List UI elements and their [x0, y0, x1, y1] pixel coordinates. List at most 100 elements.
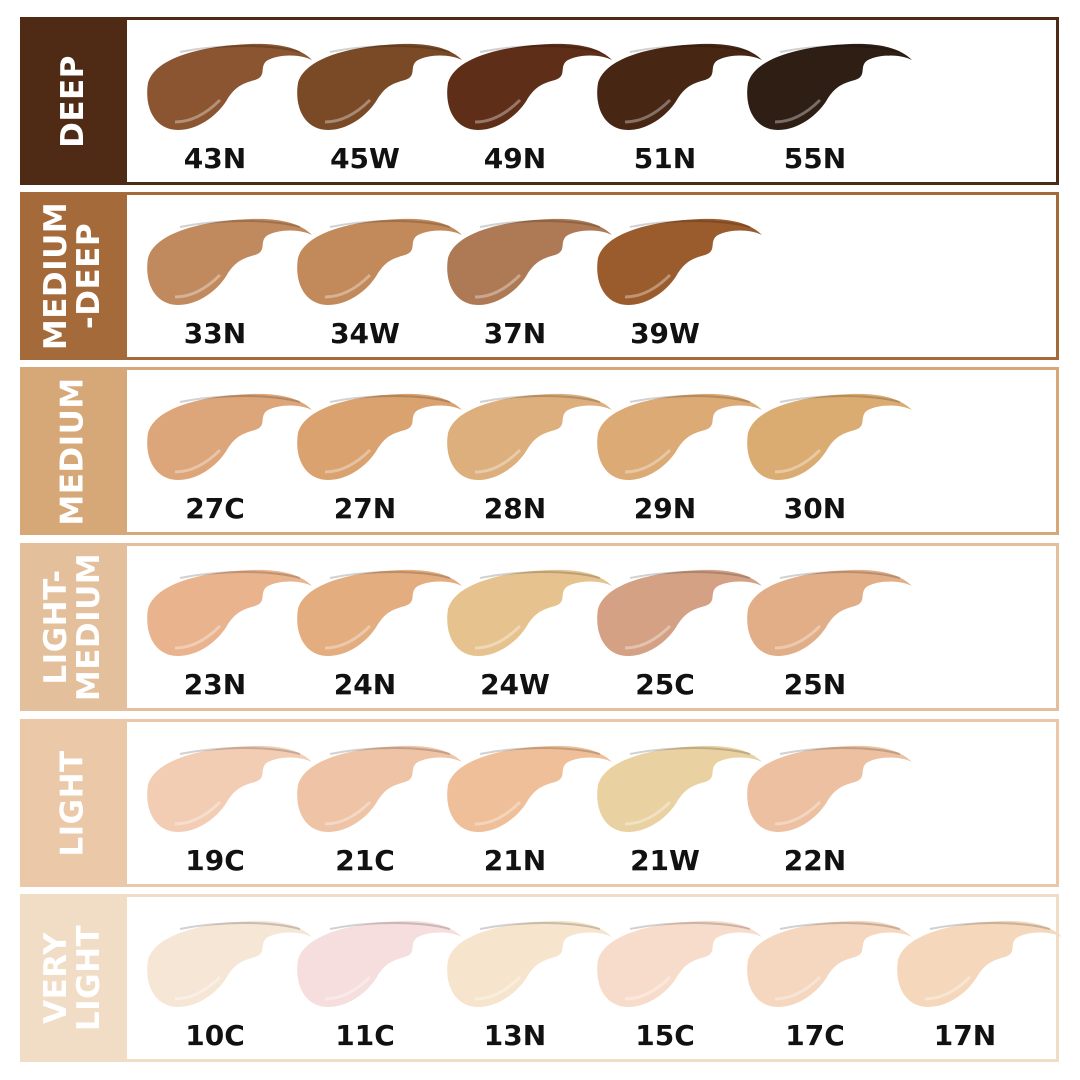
shade-swatch-item: 37N — [440, 213, 615, 363]
shade-swatch-item: 21W — [590, 740, 765, 890]
shade-name: 19C — [185, 844, 245, 877]
shade-name: 10C — [185, 1019, 245, 1052]
swatch-smear — [597, 745, 762, 832]
shade-swatch-item: 27C — [140, 388, 315, 538]
shade-name: 11C — [335, 1019, 395, 1052]
shade-name: 39W — [630, 317, 700, 350]
group-label-text: LIGHT — [54, 749, 91, 857]
shade-swatch-item: 51N — [590, 38, 765, 188]
swatch-smear — [747, 43, 912, 130]
swatch-smear — [447, 920, 612, 1007]
swatch-smear — [597, 218, 762, 305]
group-label-text: LIGHT- MEDIUM — [38, 552, 108, 702]
shade-name: 34W — [330, 317, 400, 350]
shade-name: 25N — [783, 668, 847, 701]
swatch-smear — [747, 569, 912, 656]
shade-name: 51N — [633, 142, 697, 175]
shade-group-row: LIGHT- MEDIUM 23N 24N 24W 25C 25N — [20, 543, 1059, 711]
swatch-smear — [297, 218, 462, 305]
shade-name: 15C — [635, 1019, 695, 1052]
shade-name: 22N — [783, 844, 847, 877]
shade-name: 17N — [933, 1019, 997, 1052]
shade-name: 30N — [783, 492, 847, 525]
shade-group-row: LIGHT 19C 21C 21N 21W 22N — [20, 719, 1059, 887]
swatch-smear — [147, 218, 312, 305]
shade-swatch-item: 45W — [290, 38, 465, 188]
shade-swatch-item: 13N — [440, 915, 615, 1065]
swatch-smear — [597, 393, 762, 480]
swatch-smear — [747, 920, 912, 1007]
swatch-smear — [747, 745, 912, 832]
shade-swatch-item: 11C — [290, 915, 465, 1065]
shade-swatch-item: 22N — [740, 740, 915, 890]
swatch-smear — [447, 43, 612, 130]
shade-name: 37N — [483, 317, 547, 350]
shade-name: 28N — [483, 492, 547, 525]
group-label-text: MEDIUM — [55, 376, 91, 526]
shade-swatch-item: 55N — [740, 38, 915, 188]
shade-name: 29N — [633, 492, 697, 525]
group-label: LIGHT- MEDIUM — [20, 543, 127, 711]
shade-name: 23N — [183, 668, 247, 701]
swatch-smear — [297, 569, 462, 656]
shade-swatch-item: 25C — [590, 564, 765, 714]
shade-name: 43N — [183, 142, 247, 175]
shade-name: 21N — [483, 844, 547, 877]
shade-name: 27C — [185, 492, 245, 525]
swatch-smear — [447, 218, 612, 305]
shade-name: 21W — [630, 844, 700, 877]
shade-name: 21C — [335, 844, 395, 877]
shade-group-row: MEDIUM 27C 27N 28N 29N 30N — [20, 367, 1059, 535]
shade-name: 45W — [330, 142, 400, 175]
shade-swatch-item: 23N — [140, 564, 315, 714]
group-label: MEDIUM -DEEP — [20, 192, 127, 360]
shade-swatch-item: 29N — [590, 388, 765, 538]
swatch-smear — [447, 393, 612, 480]
group-label-text: DEEP — [55, 54, 91, 148]
swatch-smear — [747, 393, 912, 480]
shade-swatch-item: 15C — [590, 915, 765, 1065]
swatch-smear — [597, 43, 762, 130]
swatch-smear — [147, 393, 312, 480]
shade-name: 49N — [483, 142, 547, 175]
shade-swatch-item: 24N — [290, 564, 465, 714]
shade-name: 24W — [480, 668, 550, 701]
swatch-smear — [297, 393, 462, 480]
shade-swatch-item: 27N — [290, 388, 465, 538]
group-label: DEEP — [20, 17, 127, 185]
group-label: VERY LIGHT — [20, 894, 127, 1062]
swatch-smear — [597, 569, 762, 656]
swatch-smear — [147, 920, 312, 1007]
swatch-smear — [297, 745, 462, 832]
shade-swatch-item: 49N — [440, 38, 615, 188]
shade-swatch-item: 24W — [440, 564, 615, 714]
shade-swatch-item: 19C — [140, 740, 315, 890]
shade-swatch-item: 17C — [740, 915, 915, 1065]
swatch-smear — [147, 745, 312, 832]
swatch-smear — [147, 569, 312, 656]
shade-group-row: VERY LIGHT 10C 11C 13N 15C 17C 17N — [20, 894, 1062, 1065]
swatch-smear — [447, 569, 612, 656]
shade-swatch-item: 33N — [140, 213, 315, 363]
shade-swatch-item: 43N — [140, 38, 315, 188]
shade-swatch-item: 10C — [140, 915, 315, 1065]
swatch-smear — [297, 920, 462, 1007]
shade-swatch-item: 17N — [890, 915, 1065, 1065]
shade-group-row: MEDIUM -DEEP 33N 34W 37N 39W — [20, 192, 1059, 360]
shade-swatch-item: 39W — [590, 213, 765, 363]
group-label-text: VERY LIGHT — [38, 924, 108, 1032]
group-label: LIGHT — [20, 719, 127, 887]
shade-name: 17C — [785, 1019, 845, 1052]
shade-name: 13N — [483, 1019, 547, 1052]
swatch-smear — [297, 43, 462, 130]
shade-name: 25C — [635, 668, 695, 701]
swatch-smear — [447, 745, 612, 832]
shade-name: 55N — [783, 142, 847, 175]
shade-swatch-item: 25N — [740, 564, 915, 714]
swatch-smear — [147, 43, 312, 130]
shade-name: 27N — [333, 492, 397, 525]
shade-group-row: DEEP 43N 45W 49N 51N 55N — [20, 17, 1059, 185]
shade-swatch-item: 21C — [290, 740, 465, 890]
swatch-smear — [897, 920, 1062, 1007]
swatch-smear — [597, 920, 762, 1007]
